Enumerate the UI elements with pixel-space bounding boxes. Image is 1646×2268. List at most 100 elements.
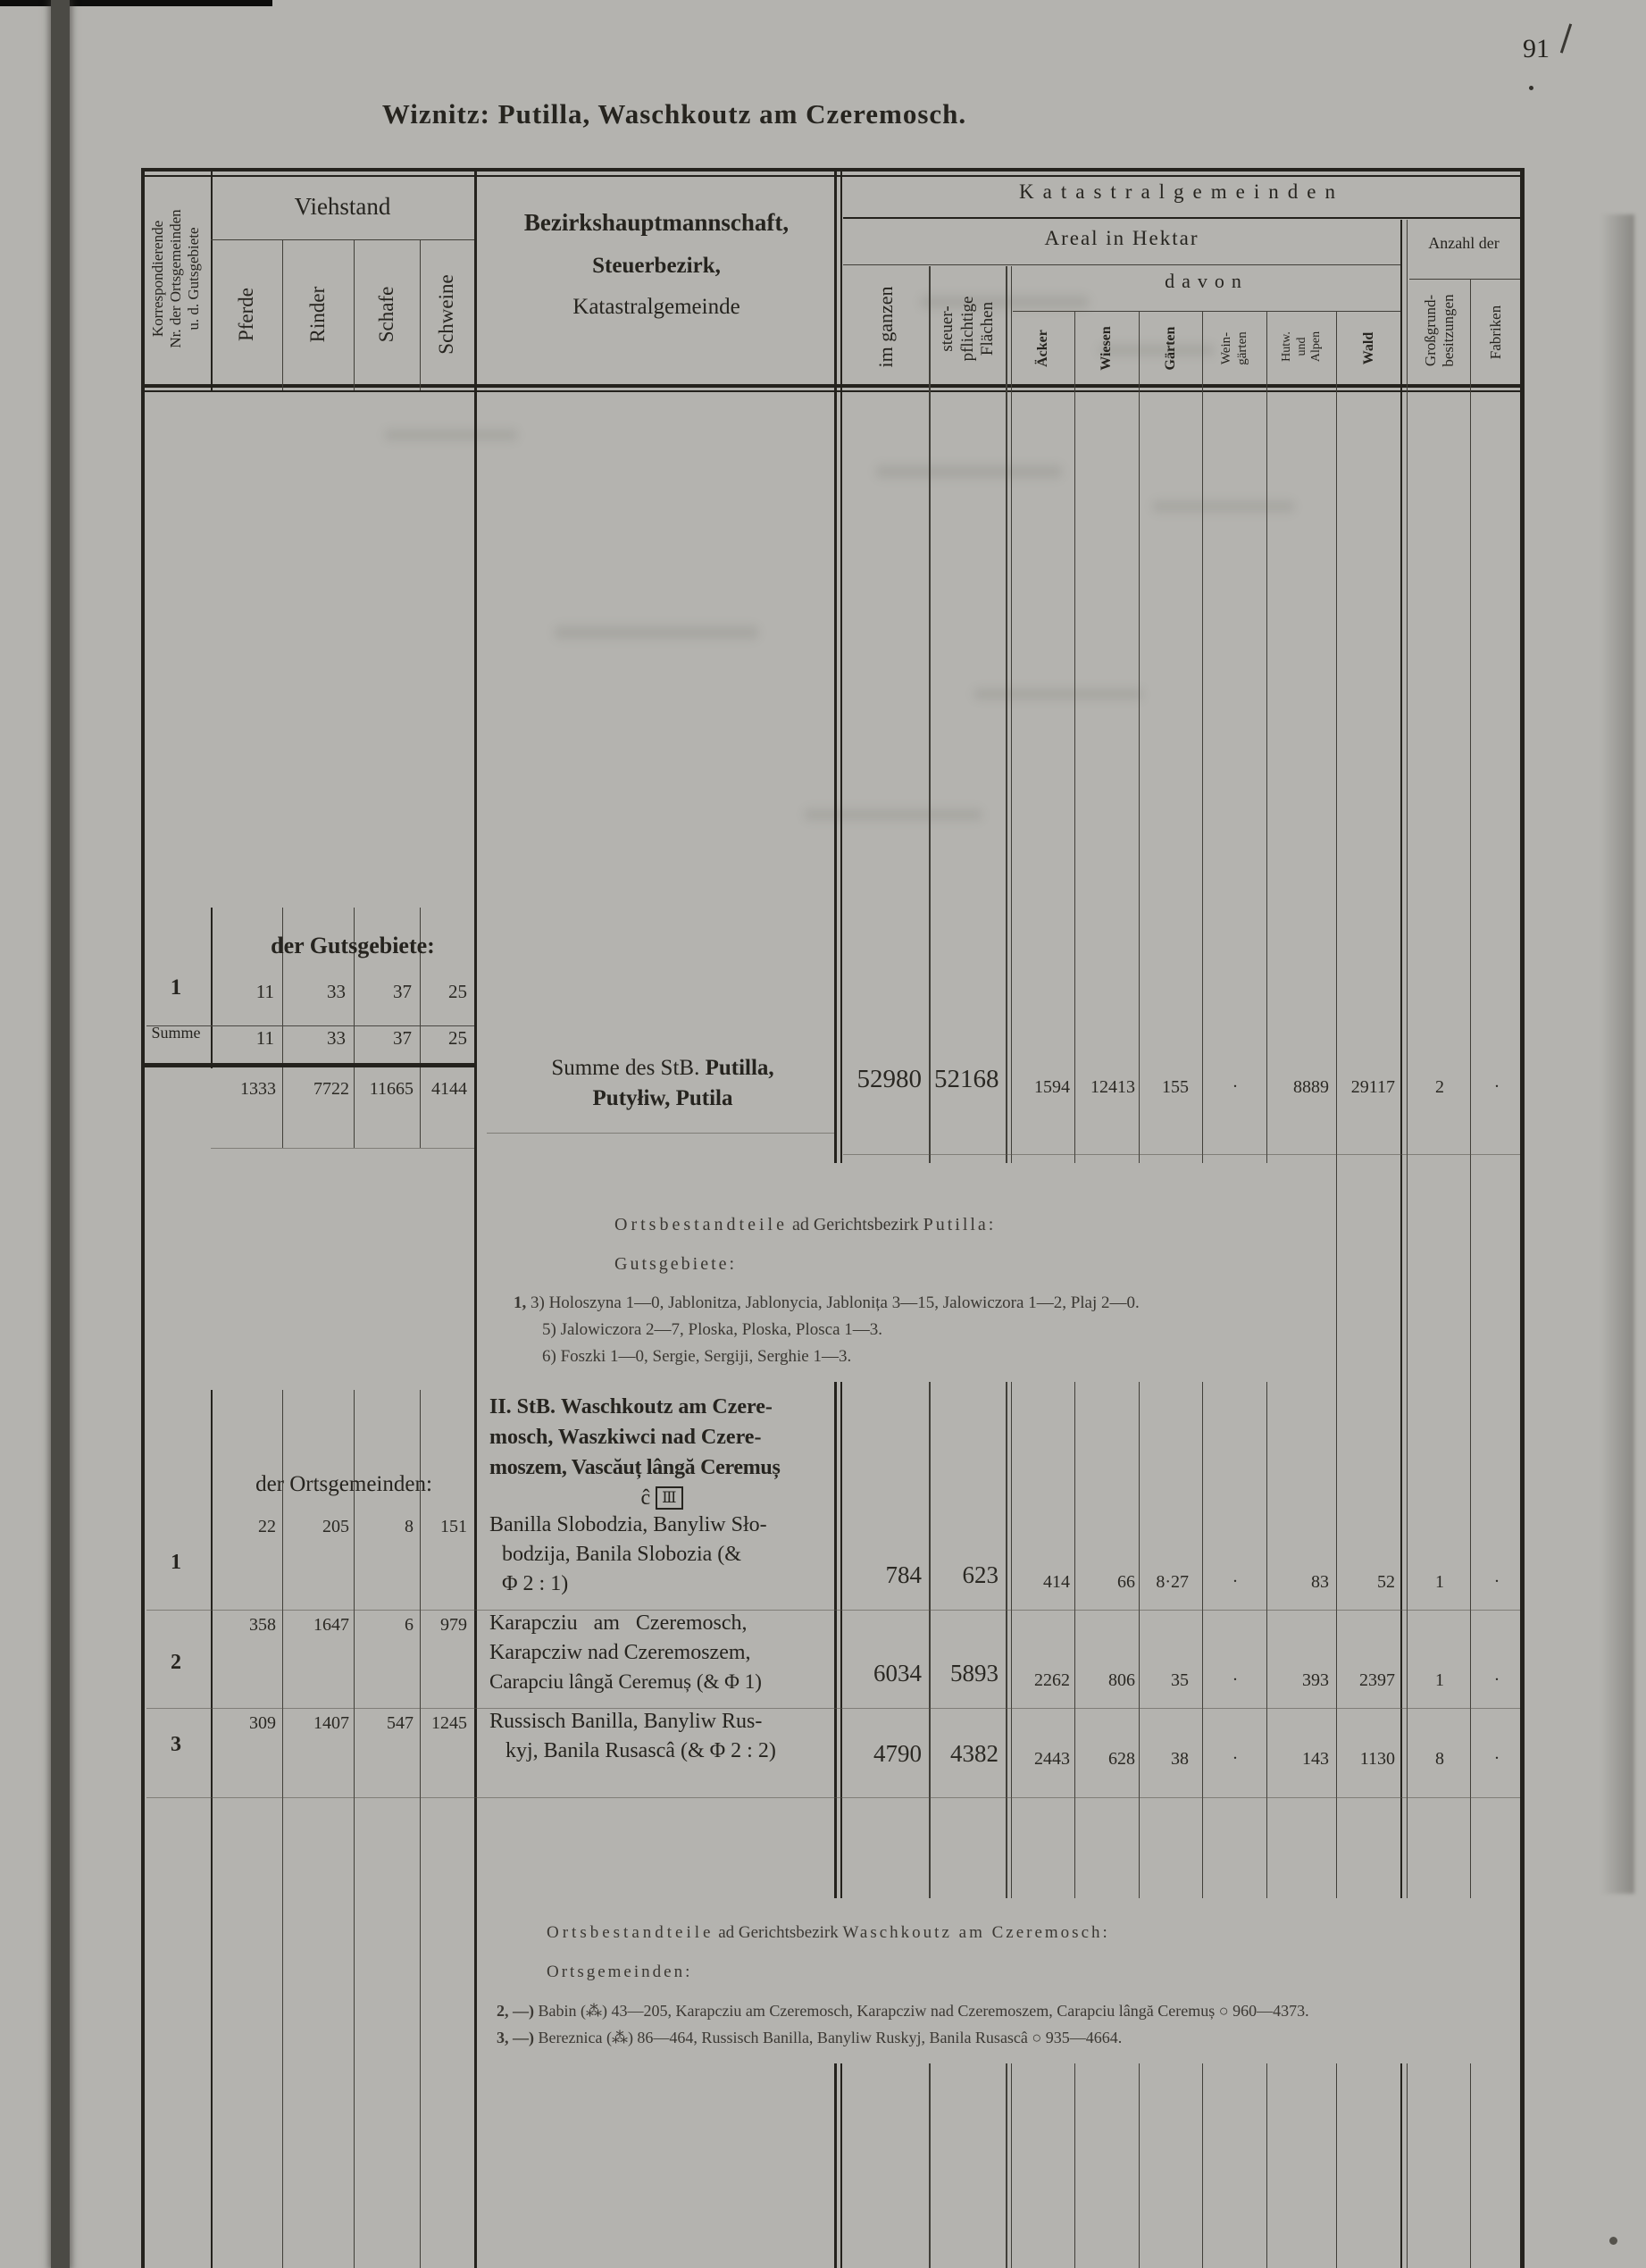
row-separator <box>146 1797 1520 1798</box>
steuerbezirk-header: Steuerbezirk, <box>592 254 721 278</box>
aecker-value: 2443 <box>1034 1749 1070 1769</box>
table-right-border <box>1520 168 1525 2268</box>
grossgrund-value: 8 <box>1435 1749 1444 1769</box>
col-line <box>282 1390 283 2268</box>
pferde-header: Pferde <box>235 287 258 342</box>
gaerten-value: 38 <box>1171 1749 1189 1769</box>
table-top-rule <box>141 168 1525 172</box>
gemeinde-name-line: kyj, Banila Rusascâ (& Φ 2 : 2) <box>505 1739 776 1762</box>
pferde-value: 309 <box>249 1713 276 1733</box>
fabriken-value: . <box>1494 1744 1500 1763</box>
gemeinde-name-line: Karapcziu am Czeremosch, <box>489 1611 748 1635</box>
im-ganzen-value: 52980 <box>856 1065 923 1093</box>
ortsbestandteile-label: Ortsbestandteile <box>614 1215 788 1234</box>
note-line: 3, —) Bereznica (⁂) 86—464, Russisch Ban… <box>497 2029 1506 2047</box>
header-line <box>843 217 1520 219</box>
wald-value: 29117 <box>1350 1077 1395 1097</box>
col-line <box>1336 311 1337 2268</box>
schafe-header: Schafe <box>375 286 398 343</box>
putilla-summary-name: Summe des StB. Putilla, <box>491 1056 834 1081</box>
waschkoutz-notes-heading: Ortsbestandteile ad Gerichtsbezirk Wasch… <box>547 1923 1110 1943</box>
ink-dot <box>1529 86 1533 90</box>
row-separator <box>146 1708 1520 1709</box>
ortsgemeinden-notes-subheading: Ortsgemeinden: <box>547 1963 693 1981</box>
gaerten-header: Gärten <box>1162 326 1178 371</box>
weingaerten-value: . <box>1232 1567 1238 1586</box>
note-text: 5) Jalowiczora 2—7, Ploska, Ploska, Plos… <box>542 1320 883 1339</box>
header-line <box>1409 279 1520 280</box>
col-line <box>211 168 213 390</box>
note-ref: 2, —) <box>497 2002 534 2020</box>
col-line <box>420 908 421 1148</box>
bleedthrough-smudge <box>1099 344 1215 356</box>
grossgrund-value: 2 <box>1435 1077 1444 1097</box>
wiesen-value: 12413 <box>1090 1077 1135 1097</box>
rinder-header: Rinder <box>306 286 330 343</box>
steuerpflichtige-value: 5893 <box>950 1660 998 1686</box>
wiesen-value: 806 <box>1108 1670 1135 1690</box>
summe-rule <box>141 1063 477 1067</box>
im-ganzen-value: 4790 <box>873 1740 922 1767</box>
col-line <box>1470 279 1471 2268</box>
bleedthrough-smudge <box>1152 500 1295 513</box>
gemeinde-name-line: Russisch Banilla, Banyliw Rus- <box>489 1710 763 1733</box>
row-number: 1 <box>170 975 182 1000</box>
katastralgemeinde-header: Katastralgemeinde <box>572 295 740 319</box>
boxed-three-symbol: Ⅲ <box>656 1486 683 1510</box>
putilla-place-label: Putilla: <box>923 1215 997 1234</box>
schafe-value: 11665 <box>369 1079 414 1099</box>
col-line <box>354 908 355 1148</box>
rinder-value: 1407 <box>313 1713 349 1733</box>
row-separator <box>146 1025 474 1026</box>
weingaerten-value: . <box>1232 1744 1238 1763</box>
row-separator <box>146 1610 1520 1611</box>
bleedthrough-smudge <box>973 688 1143 700</box>
wald-value: 2397 <box>1359 1670 1395 1690</box>
fabriken-value: . <box>1494 1665 1500 1685</box>
weingaerten-value: . <box>1232 1072 1238 1092</box>
summe-label: Summe <box>151 1024 201 1042</box>
page-number: 91 <box>1523 34 1550 63</box>
schafe-value: 8 <box>405 1517 414 1536</box>
aecker-value: 414 <box>1043 1572 1070 1592</box>
ortsbestandteile-label: Ortsbestandteile <box>547 1923 714 1942</box>
note-text: Babin (⁂) 43—205, Karapcziu am Czeremosc… <box>538 2002 1309 2020</box>
col-line <box>354 1390 355 2268</box>
grossgrund-value: 1 <box>1435 1670 1444 1690</box>
schweine-value: 25 <box>448 1027 467 1049</box>
row-number: 2 <box>171 1651 181 1674</box>
putilla-notes-block: Ortsbestandteile ad Gerichtsbezirk Putil… <box>482 1163 1273 1382</box>
bleedthrough-smudge <box>554 625 759 640</box>
steuerpflichtige-value: 4382 <box>950 1740 998 1767</box>
row-number: 3 <box>171 1733 181 1756</box>
note-ref: 3, —) <box>497 2029 534 2046</box>
stb2-heading-line2: mosch, Waszkiwci nad Czere- <box>489 1426 762 1449</box>
col-line <box>420 239 421 390</box>
page-edge-shadow <box>1600 214 1634 1894</box>
stb2-heading-line1: II. StB. Waschkoutz am Czere- <box>489 1395 834 1419</box>
rinder-value: 205 <box>322 1517 349 1536</box>
waschkoutz-place-label: Waschkoutz am Czeremosch: <box>842 1923 1110 1942</box>
gaerten-value: 155 <box>1162 1077 1189 1097</box>
schafe-value: 37 <box>393 1027 412 1049</box>
wiesen-value: 66 <box>1117 1572 1135 1592</box>
col-line <box>282 908 283 1148</box>
pferde-value: 1333 <box>240 1079 276 1099</box>
im-ganzen-value: 784 <box>885 1561 923 1588</box>
col-line <box>1400 220 1402 2268</box>
putilla-summary-name-regular: Summe des StB. <box>551 1056 700 1080</box>
row-separator <box>843 1154 1520 1155</box>
col-line <box>211 1390 213 2268</box>
header-line <box>211 239 474 240</box>
steuerpflichtige-value: 623 <box>962 1561 999 1588</box>
anzahl-header: Anzahl der <box>1428 234 1500 252</box>
rinder-value: 33 <box>327 1027 346 1049</box>
note-line: 6) Foszki 1—0, Sergie, Sergiji, Serghie … <box>542 1347 1274 1367</box>
ad-gerichtsbezirk-label: ad Gerichtsbezirk <box>718 1923 839 1942</box>
rinder-value: 7722 <box>313 1079 349 1099</box>
gutsgebiete-notes-subheading: Gutsgebiete: <box>614 1254 738 1274</box>
bleedthrough-smudge <box>875 464 1063 479</box>
header-line <box>1013 311 1400 312</box>
scan-edge-mark <box>0 0 272 6</box>
bezirkshauptmannschaft-header: Bezirkshauptmannschaft, <box>523 209 790 236</box>
